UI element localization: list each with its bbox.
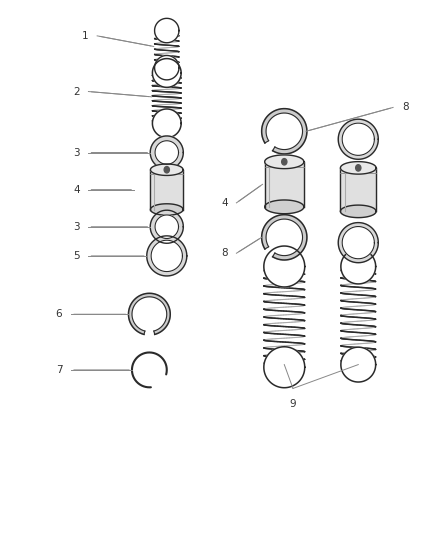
Text: 8: 8	[221, 248, 228, 259]
Polygon shape	[261, 215, 307, 260]
Polygon shape	[261, 109, 307, 154]
Polygon shape	[265, 155, 304, 168]
Text: 3: 3	[73, 148, 80, 158]
Polygon shape	[152, 59, 181, 87]
Polygon shape	[147, 236, 187, 276]
Text: 6: 6	[56, 309, 62, 319]
Text: 9: 9	[290, 399, 296, 409]
Polygon shape	[155, 18, 179, 43]
Polygon shape	[338, 119, 378, 159]
Text: 1: 1	[82, 31, 88, 41]
Circle shape	[164, 166, 170, 173]
Polygon shape	[150, 210, 184, 243]
Text: 5: 5	[73, 251, 80, 261]
Polygon shape	[155, 215, 179, 238]
Text: 7: 7	[56, 365, 62, 375]
Polygon shape	[128, 293, 170, 334]
Polygon shape	[155, 55, 179, 80]
Polygon shape	[151, 240, 183, 272]
Polygon shape	[150, 136, 184, 169]
Polygon shape	[265, 162, 304, 207]
Polygon shape	[265, 200, 304, 214]
Polygon shape	[341, 347, 376, 382]
Text: 3: 3	[73, 222, 80, 232]
Text: 4: 4	[73, 184, 80, 195]
Text: 2: 2	[73, 86, 80, 96]
Text: 8: 8	[402, 102, 408, 112]
Polygon shape	[151, 204, 183, 215]
Polygon shape	[341, 249, 376, 284]
Polygon shape	[152, 109, 181, 138]
Polygon shape	[340, 168, 376, 212]
Polygon shape	[342, 123, 374, 155]
Polygon shape	[340, 205, 376, 217]
Polygon shape	[340, 161, 376, 174]
Polygon shape	[342, 227, 374, 259]
Polygon shape	[338, 223, 378, 263]
Circle shape	[282, 159, 287, 165]
Polygon shape	[155, 141, 179, 164]
Polygon shape	[151, 164, 183, 175]
Polygon shape	[264, 347, 305, 387]
Polygon shape	[264, 246, 305, 287]
Text: 4: 4	[221, 198, 228, 208]
Circle shape	[356, 165, 361, 171]
Polygon shape	[150, 169, 183, 209]
